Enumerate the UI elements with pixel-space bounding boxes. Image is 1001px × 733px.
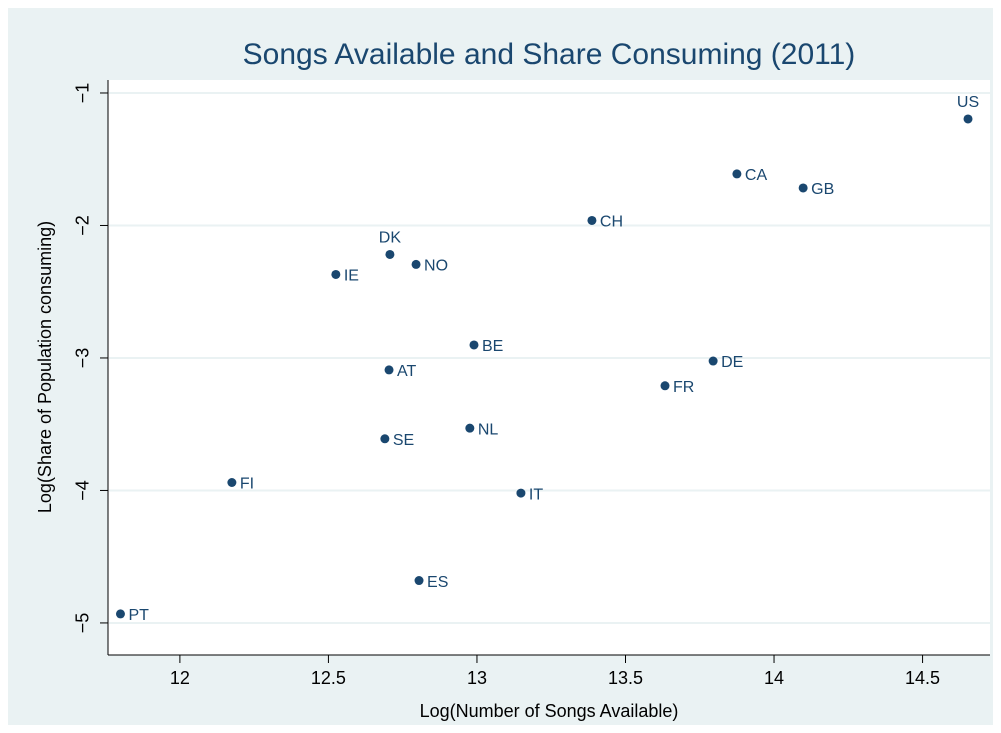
y-tick-label: −5 [73,613,93,634]
point-label: DE [721,354,743,371]
y-tick-label: −1 [73,83,93,104]
x-tick-label: 13 [467,668,487,688]
plot-area [108,80,990,655]
point [115,609,125,619]
point-label: GB [811,181,834,198]
y-tick-label: −3 [73,348,93,369]
y-axis-title: Log(Share of Population consuming) [35,221,55,513]
point-label: NL [478,421,499,438]
y-tick-label: −4 [73,480,93,501]
point [380,434,390,444]
x-tick-label: 14.5 [905,668,940,688]
point [469,340,479,350]
x-axis-title: Log(Number of Songs Available) [420,701,679,721]
point [414,576,424,586]
point-label: IT [529,486,543,503]
point-label: FR [673,379,694,396]
point [660,381,670,391]
point-label: US [957,94,979,111]
x-tick-label: 12.5 [311,668,346,688]
point [385,249,395,259]
x-tick-label: 13.5 [608,668,643,688]
point [384,365,394,375]
point-label: DK [379,230,402,247]
point [732,169,742,179]
point-label: BE [482,338,503,355]
point-label: PT [128,607,149,624]
point-label: SE [393,432,414,449]
point [465,423,475,433]
x-tick-label: 12 [170,668,190,688]
point [963,114,973,124]
point-label: FI [240,476,254,493]
x-tick-label: 14 [764,668,784,688]
point [708,356,718,366]
point [331,269,341,279]
y-tick-label: −2 [73,215,93,236]
point-label: ES [427,574,448,591]
point-label: AT [397,363,416,380]
point-label: NO [424,258,448,275]
point-label: CH [600,214,623,231]
point [587,215,597,225]
chart-title: Songs Available and Share Consuming (201… [243,38,856,71]
point [798,183,808,193]
point-label: IE [344,268,359,285]
point [516,488,526,498]
point-label: CA [745,167,768,184]
point [411,259,421,269]
point [227,478,237,487]
